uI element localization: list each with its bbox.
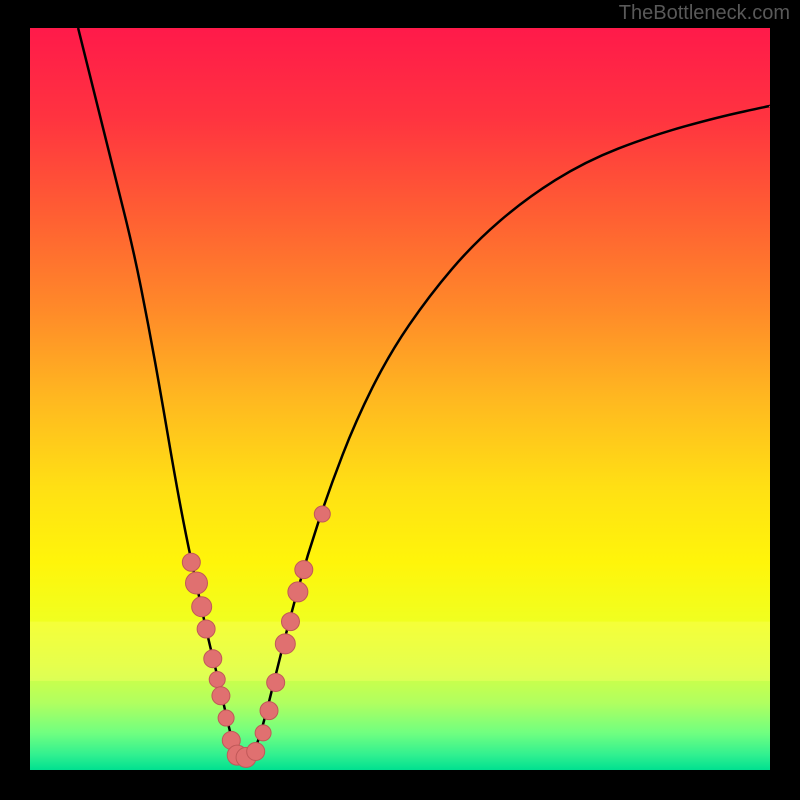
data-marker (247, 742, 265, 760)
data-marker (186, 572, 208, 594)
plot-area (30, 28, 770, 770)
data-marker (204, 650, 222, 668)
data-marker (255, 725, 271, 741)
data-marker (314, 506, 330, 522)
plot-svg (30, 28, 770, 770)
chart-container: TheBottleneck.com (0, 0, 800, 800)
data-marker (288, 582, 308, 602)
data-marker (209, 671, 225, 687)
data-marker (295, 561, 313, 579)
data-marker (281, 613, 299, 631)
data-marker (192, 597, 212, 617)
data-marker (182, 553, 200, 571)
data-marker (197, 620, 215, 638)
data-marker (218, 710, 234, 726)
data-marker (212, 687, 230, 705)
data-marker (267, 673, 285, 691)
watermark-text: TheBottleneck.com (619, 2, 790, 25)
data-marker (275, 634, 295, 654)
yellow-band (30, 622, 770, 681)
data-marker (260, 702, 278, 720)
